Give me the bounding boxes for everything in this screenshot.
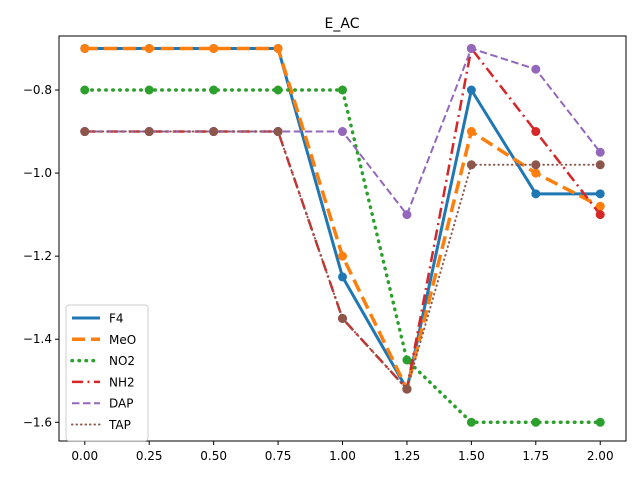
data-point-meo [273,43,283,53]
x-tick-label: 1.25 [394,449,421,463]
legend-box [65,304,149,442]
y-tick-label: −1.2 [23,249,52,263]
data-point-nh2 [595,210,605,220]
data-point-dap [595,147,605,157]
data-point-tap [273,127,283,137]
data-point-meo [338,251,347,261]
series-no2 [80,85,605,427]
legend-label-meo: MeO [109,333,136,347]
data-point-no2 [144,85,154,95]
data-point-no2 [338,85,347,95]
series-layer [80,43,605,427]
data-point-tap [595,160,605,170]
y-tick-label: −1.0 [23,166,52,180]
data-point-tap [466,160,476,170]
data-point-f4 [338,272,347,282]
data-point-meo [80,43,90,53]
chart-legend: F4 MeO NO2 NH2 DAP TAP [65,304,149,442]
data-point-meo [595,201,605,211]
data-point-dap [338,127,347,137]
y-tick-label: −1.6 [23,415,52,429]
data-point-meo [466,127,476,137]
data-point-no2 [209,85,219,95]
data-point-nh2 [531,127,541,137]
x-tick-label: 2.00 [587,449,614,463]
data-point-tap [80,127,90,137]
series-tap [80,127,605,394]
data-point-f4 [531,189,541,199]
legend-label-tap: TAP [108,418,131,432]
data-point-f4 [466,85,476,95]
data-point-no2 [531,417,541,427]
x-tick-label: 0.25 [136,449,163,463]
legend-label-nh2: NH2 [109,375,135,389]
legend-label-no2: NO2 [109,354,135,368]
legend-label-f4: F4 [109,312,124,326]
y-tick-label: −0.8 [23,83,52,97]
data-point-tap [209,127,219,137]
x-tick-label: 0.50 [200,449,227,463]
data-point-no2 [402,355,412,365]
data-point-tap [338,313,347,323]
data-point-no2 [273,85,283,95]
data-point-meo [531,168,541,178]
data-point-tap [531,160,541,170]
data-point-no2 [595,417,605,427]
data-point-no2 [466,417,476,427]
data-point-tap [402,384,412,394]
x-tick-label: 0.75 [265,449,292,463]
x-tick-label: 1.75 [522,449,549,463]
legend-label-dap: DAP [109,397,133,411]
data-point-meo [209,43,219,53]
data-point-dap [466,43,476,53]
data-point-dap [531,64,541,74]
x-tick-label: 0.00 [71,449,98,463]
data-point-f4 [595,189,605,199]
data-point-no2 [80,85,90,95]
x-tick-label: 1.50 [458,449,485,463]
axes-layer: 0.00 0.25 0.50 0.75 1.00 1.25 1.50 1.75 2.00 −0.8… [23,35,627,463]
chart-title: E_AC [325,16,360,32]
data-point-meo [144,43,154,53]
data-point-tap [144,127,154,137]
y-tick-label: −1.4 [23,332,52,346]
x-tick-label: 1.00 [329,449,356,463]
data-point-dap [402,210,412,220]
